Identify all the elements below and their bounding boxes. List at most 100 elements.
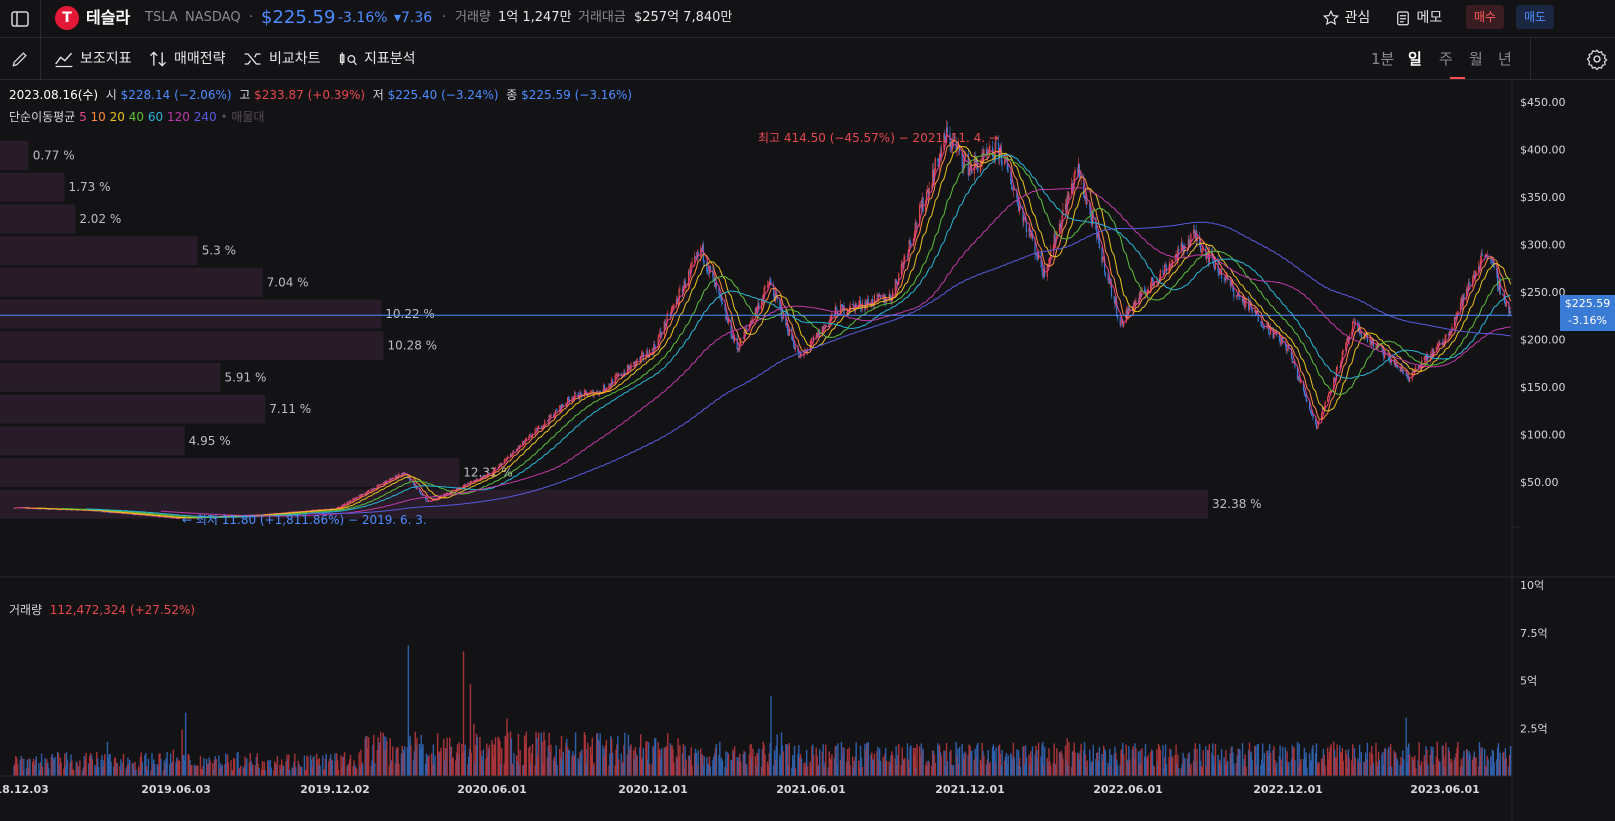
volume-bar — [141, 762, 143, 776]
gear-icon[interactable] — [1586, 48, 1608, 70]
candle-body — [811, 338, 813, 340]
candle-body — [1396, 364, 1398, 367]
high-annotation: 최고 414.50 (−45.57%) − 2021. 11. 4. → — [758, 131, 999, 145]
volume-bar — [581, 749, 583, 776]
buy-button[interactable]: 매수 — [1466, 5, 1505, 29]
ma-legend[interactable]: 단순이동평균 5 10 20 40 60 120 240 • 매물대 — [9, 110, 265, 124]
volume-bar — [1333, 749, 1336, 776]
candle-body — [1212, 256, 1214, 262]
volume-bar — [945, 742, 948, 776]
sidebar-toggle-icon[interactable] — [10, 9, 30, 29]
candle-body — [696, 252, 698, 258]
volume-bar — [329, 758, 331, 776]
candle-body — [513, 450, 515, 452]
candle-body — [1199, 244, 1202, 252]
candle-body — [817, 332, 819, 338]
volume-bar — [897, 754, 899, 776]
compare-button[interactable]: 비교차트 — [243, 38, 321, 80]
price-chart[interactable]: 0.77 %1.73 %2.02 %5.3 %7.04 %10.22 %10.2… — [0, 80, 1615, 821]
volume-bar — [1286, 751, 1288, 776]
volume-bar — [57, 753, 60, 776]
volume-profile-label: 0.77 % — [33, 149, 75, 163]
volume-bar — [1315, 743, 1318, 776]
indicator-button[interactable]: 보조지표 — [54, 38, 132, 80]
price-axis-tick-label: $300.00 — [1520, 239, 1566, 252]
candle-body — [1457, 311, 1459, 314]
volume-bar — [1365, 759, 1368, 776]
period-month[interactable]: 월 — [1469, 50, 1483, 68]
strategy-button[interactable]: 매매전략 — [148, 38, 226, 80]
volume-bar — [451, 758, 454, 776]
volume-bar — [1502, 753, 1504, 776]
volume-panel-label: 거래량 112,472,324 (+27.52%) — [9, 603, 196, 617]
volume-bar — [550, 744, 552, 776]
volume-bar — [988, 763, 990, 776]
volume-bar — [1326, 747, 1329, 776]
candle-body — [1147, 288, 1149, 292]
ma-240: 240 — [193, 110, 217, 124]
top-bar: T 테슬라 TSLA NASDAQ · $225.59 -3.16% ▾7.36… — [0, 0, 1615, 38]
candle-body — [1413, 370, 1415, 373]
volume-bar — [463, 750, 466, 776]
candle-body — [552, 414, 555, 418]
candle-body — [812, 338, 814, 340]
volume-bar — [580, 754, 582, 776]
candle-body — [641, 352, 644, 354]
volume-axis-tick-label: 2.5억 — [1520, 722, 1548, 735]
candle-body — [481, 477, 483, 479]
volume-bar — [964, 753, 967, 776]
period-1min[interactable]: 1분 — [1371, 50, 1395, 68]
volume-bar — [1490, 756, 1492, 776]
volume-bar — [77, 766, 79, 776]
chart-area[interactable]: 0.77 % 1.73 % 2.02 % 5.3 % 7.04 % 10.22 % 10.2… — [0, 80, 1615, 821]
volume-bar — [64, 753, 66, 776]
volume-bar — [318, 758, 320, 776]
volume-bar — [1420, 765, 1422, 776]
indicator-icon — [55, 52, 73, 68]
candle-body — [349, 500, 352, 502]
volume-bar — [1504, 748, 1507, 776]
volume-bar — [467, 764, 469, 776]
period-week[interactable]: 주 — [1439, 50, 1453, 68]
volume-bar — [401, 745, 403, 776]
candle-body — [580, 392, 582, 394]
candle-body — [1262, 326, 1265, 328]
volume-bar — [864, 744, 866, 776]
candle-body — [786, 323, 789, 332]
candle-body — [534, 429, 536, 434]
volume-bar — [125, 768, 127, 776]
memo-button[interactable]: 메모 — [1394, 0, 1442, 38]
candle-body — [1354, 321, 1356, 324]
volume-bar — [983, 755, 985, 776]
volume-bar — [424, 763, 427, 776]
volume-bar — [932, 750, 935, 776]
candle-body — [858, 303, 860, 307]
candle-body — [561, 404, 563, 406]
volume-bar — [1104, 750, 1107, 776]
sell-button[interactable]: 매도 — [1516, 5, 1555, 29]
volume-bar — [642, 748, 645, 776]
volume-bar — [349, 754, 352, 776]
volume-bar — [187, 753, 189, 776]
candle-body — [1432, 349, 1434, 357]
candle-body — [1091, 214, 1094, 225]
period-day[interactable]: 일 — [1408, 50, 1422, 68]
volume-bar — [274, 763, 277, 776]
analysis-button[interactable]: 지표분석 — [338, 38, 416, 80]
period-year[interactable]: 년 — [1498, 50, 1512, 68]
volume-bar — [739, 753, 741, 776]
volume-bar — [392, 746, 394, 776]
candle-body — [1481, 253, 1483, 256]
candle-body — [1294, 361, 1296, 368]
candle-body — [401, 472, 403, 475]
volume-bar — [227, 762, 230, 776]
volume-bar — [891, 751, 893, 776]
watch-button[interactable]: 관심 — [1322, 0, 1370, 38]
candle-body — [1241, 296, 1244, 303]
draw-pencil-icon[interactable] — [10, 49, 30, 69]
candle-body — [1190, 233, 1192, 242]
volume-bar — [23, 758, 25, 776]
candle-body — [714, 282, 717, 288]
volume-bar — [1116, 759, 1118, 776]
volume-bar — [152, 764, 154, 776]
